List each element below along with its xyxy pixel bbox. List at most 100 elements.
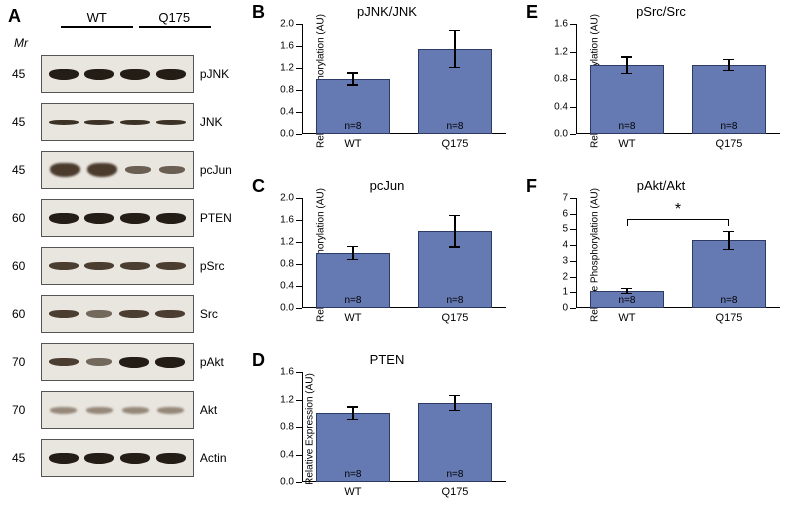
error-bar <box>626 56 627 74</box>
blot-lanes <box>41 391 194 429</box>
x-tick-label: WT <box>316 312 389 324</box>
blot-lanes <box>41 199 194 237</box>
y-tick-label: 2.0 <box>280 19 294 30</box>
y-tick-label: 7 <box>562 193 568 204</box>
band <box>49 262 79 270</box>
band <box>119 357 149 368</box>
y-tick-label: 0.0 <box>280 477 294 488</box>
chart-title: pSrc/Src <box>536 4 786 19</box>
band <box>156 262 186 270</box>
y-tick <box>296 220 302 221</box>
blot-row: 45pcJun <box>8 146 238 194</box>
y-tick <box>570 292 576 293</box>
y-tick <box>296 198 302 199</box>
y-tick <box>296 427 302 428</box>
y-tick <box>296 400 302 401</box>
blot-row: 45JNK <box>8 98 238 146</box>
figure-root: A WT Q175 Mr 45pJNK45JNK45pcJun60PTEN60p… <box>0 0 800 522</box>
y-tick <box>570 277 576 278</box>
band <box>122 407 149 414</box>
y-tick-label: 1.6 <box>280 215 294 226</box>
y-tick-label: 3 <box>562 255 568 266</box>
blot-row: 45Actin <box>8 434 238 482</box>
error-bar <box>352 246 353 260</box>
y-tick-label: 1.6 <box>280 367 294 378</box>
axis-left <box>302 372 303 482</box>
x-tick-label: Q175 <box>418 138 491 150</box>
band <box>119 310 149 318</box>
mw-label: 60 <box>8 307 41 321</box>
x-tick-label: Q175 <box>692 312 765 324</box>
blot-lanes <box>41 151 194 189</box>
n-label: n=8 <box>692 295 765 306</box>
plot-area: 0.00.40.81.21.6n=8WTn=8Q175 <box>576 24 780 134</box>
n-label: n=8 <box>590 121 663 132</box>
band <box>49 310 79 318</box>
y-tick <box>296 24 302 25</box>
plot-area: 0.00.40.81.21.62.0n=8WTn=8Q175 <box>302 24 506 134</box>
blot-header: WT Q175 <box>58 10 213 25</box>
plot-area: 01234567n=8WTn=8Q175* <box>576 198 780 308</box>
band <box>155 310 185 318</box>
y-tick-label: 1.2 <box>280 63 294 74</box>
y-tick-label: 1.2 <box>280 394 294 405</box>
chart-f: FpAkt/AktRelative Phosphorylation (AU)01… <box>536 180 786 330</box>
protein-label: JNK <box>194 115 238 129</box>
n-label: n=8 <box>418 469 491 480</box>
error-bar <box>728 59 729 71</box>
axis-left <box>576 24 577 134</box>
n-label: n=8 <box>692 121 765 132</box>
chart-e: EpSrc/SrcRelative Phosphorylation (AU)0.… <box>536 6 786 156</box>
hdr-bar-wt <box>61 26 133 28</box>
protein-label: PTEN <box>194 211 238 225</box>
y-tick-label: 0.8 <box>280 422 294 433</box>
band <box>49 213 79 224</box>
x-tick-label: WT <box>316 138 389 150</box>
mw-label: 70 <box>8 355 41 369</box>
band <box>49 120 79 125</box>
y-tick-label: 6 <box>562 208 568 219</box>
band <box>86 358 112 366</box>
y-tick <box>296 308 302 309</box>
band <box>87 163 117 177</box>
y-tick-label: 0 <box>562 303 568 314</box>
y-tick <box>570 308 576 309</box>
chart-c: CpcJunRelative Phosphorylation (AU)0.00.… <box>262 180 512 330</box>
band <box>84 120 114 125</box>
y-tick-label: 5 <box>562 224 568 235</box>
chart-title: pAkt/Akt <box>536 178 786 193</box>
blot-rows: 45pJNK45JNK45pcJun60PTEN60pSrc60Src70pAk… <box>8 50 238 482</box>
y-tick <box>296 264 302 265</box>
band <box>155 357 185 368</box>
band <box>84 213 114 224</box>
mr-label: Mr <box>14 36 28 50</box>
error-bar <box>626 288 627 294</box>
n-label: n=8 <box>316 295 389 306</box>
protein-label: Src <box>194 307 238 321</box>
blot-lanes <box>41 295 194 333</box>
y-tick <box>570 107 576 108</box>
protein-label: pAkt <box>194 355 238 369</box>
axis-left <box>576 198 577 308</box>
y-tick <box>296 46 302 47</box>
band <box>156 120 186 125</box>
y-tick <box>570 24 576 25</box>
chart-d: DPTENRelative Expression (AU)0.00.40.81.… <box>262 354 512 504</box>
blot-header-wt: WT <box>58 10 136 25</box>
hdr-bar-mut <box>139 26 211 28</box>
band <box>156 213 186 224</box>
y-tick <box>570 229 576 230</box>
y-tick <box>570 245 576 246</box>
axis-left <box>302 24 303 134</box>
error-bar <box>454 215 455 248</box>
band <box>49 358 79 366</box>
error-bar <box>454 30 455 69</box>
mw-label: 45 <box>8 163 41 177</box>
n-label: n=8 <box>316 469 389 480</box>
x-tick-label: WT <box>316 486 389 498</box>
band <box>84 69 114 80</box>
y-tick-label: 2.0 <box>280 193 294 204</box>
band <box>159 166 185 174</box>
y-tick <box>296 242 302 243</box>
y-tick <box>296 134 302 135</box>
